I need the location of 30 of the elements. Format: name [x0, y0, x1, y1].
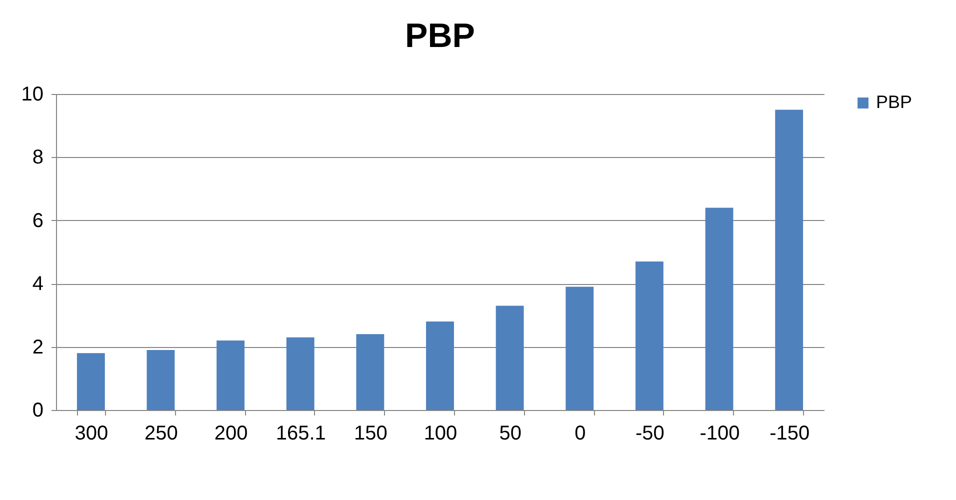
x-tick-label: 50 — [499, 422, 522, 444]
legend-label: PBP — [876, 92, 912, 112]
x-tick-label: 0 — [574, 422, 586, 444]
x-tick-label: -100 — [700, 422, 740, 444]
bar — [635, 261, 664, 410]
y-tick-label: 6 — [32, 210, 44, 232]
y-tick-label: 2 — [32, 336, 44, 358]
bar — [286, 337, 314, 410]
x-tick-label: 200 — [214, 422, 248, 444]
x-tick-label: 250 — [144, 422, 178, 444]
bar — [775, 110, 804, 410]
chart-title: PBP — [405, 17, 475, 55]
y-tick-label: 4 — [32, 273, 44, 296]
bar — [426, 322, 454, 410]
x-tick-label: 165.1 — [276, 422, 326, 444]
x-tick-label: -50 — [636, 422, 664, 444]
y-tick-label: 0 — [32, 400, 44, 422]
bar — [146, 350, 175, 410]
bar — [566, 286, 594, 410]
y-tick-label: 10 — [21, 84, 44, 106]
bar — [76, 353, 105, 410]
y-tick-label: 8 — [32, 146, 44, 169]
bar — [705, 208, 734, 410]
x-tick-label: -150 — [770, 422, 810, 444]
bar — [216, 340, 245, 410]
x-tick-label: 300 — [74, 422, 108, 444]
x-tick-label: 100 — [424, 422, 458, 444]
bar — [496, 306, 524, 410]
x-tick-label: 150 — [354, 422, 388, 444]
bar — [356, 334, 384, 410]
